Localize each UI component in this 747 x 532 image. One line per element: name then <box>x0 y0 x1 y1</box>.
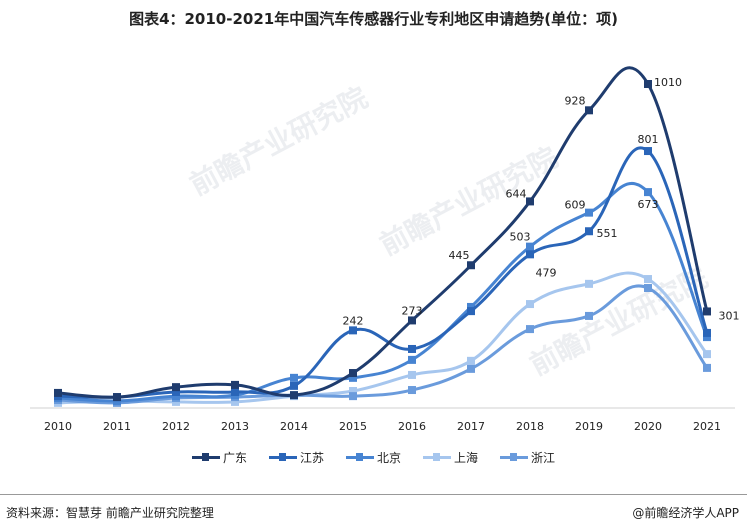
data-label: 801 <box>638 133 659 146</box>
data-label: 673 <box>638 198 659 211</box>
x-tick-label: 2014 <box>280 420 308 433</box>
data-point <box>644 188 652 197</box>
data-point <box>408 355 416 364</box>
data-point <box>526 197 534 206</box>
data-point <box>526 250 534 259</box>
data-point <box>585 279 593 288</box>
x-tick-label: 2021 <box>693 420 721 433</box>
divider <box>0 494 747 495</box>
data-point <box>54 388 62 397</box>
data-point <box>231 380 239 389</box>
data-point <box>703 363 711 372</box>
data-point <box>467 307 475 316</box>
data-point <box>585 208 593 217</box>
legend: 广东 江苏 北京 上海 浙江 <box>0 449 747 466</box>
data-point <box>408 316 416 325</box>
data-point <box>231 397 239 406</box>
data-point <box>644 147 652 156</box>
x-tick-label: 2010 <box>44 420 72 433</box>
x-tick-label: 2012 <box>162 420 190 433</box>
data-point <box>644 80 652 88</box>
data-point <box>467 364 475 373</box>
data-point <box>585 227 593 236</box>
data-point <box>585 311 593 320</box>
data-point <box>703 328 711 337</box>
legend-swatch <box>191 453 220 461</box>
data-point <box>349 326 357 335</box>
x-tick-label: 2020 <box>634 420 662 433</box>
data-label: 242 <box>343 314 364 327</box>
series-line-浙江 <box>57 284 709 405</box>
data-point <box>408 370 416 379</box>
series-line-广东 <box>57 66 709 399</box>
chart-title: 图表4：2010-2021年中国汽车传感器行业专利地区申请趋势(单位：项) <box>129 10 618 28</box>
data-label: 928 <box>565 94 586 107</box>
data-point <box>349 392 357 401</box>
x-tick-label: 2015 <box>339 420 367 433</box>
data-point <box>526 325 534 334</box>
data-point <box>349 386 357 395</box>
data-point <box>526 242 534 251</box>
x-tick-label: 2016 <box>398 420 426 433</box>
legend-label: 广东 <box>222 451 247 465</box>
data-point <box>703 307 711 316</box>
legend-swatch <box>268 453 297 461</box>
x-tick-label: 2013 <box>221 420 249 433</box>
legend-label: 北京 <box>376 451 401 465</box>
data-point <box>172 383 180 392</box>
data-point <box>231 387 239 396</box>
series-line-北京 <box>57 182 709 403</box>
x-tick-label: 2011 <box>103 420 131 433</box>
data-label: 503 <box>510 231 531 244</box>
data-point <box>644 284 652 293</box>
data-label: 445 <box>449 249 470 262</box>
data-point <box>408 386 416 395</box>
data-point <box>467 356 475 365</box>
data-point <box>113 393 121 402</box>
brand-credit: @前瞻经济学人APP <box>632 506 739 520</box>
legend-label: 上海 <box>454 451 479 465</box>
legend-label: 浙江 <box>531 451 556 465</box>
legend-item: 江苏 <box>268 449 324 466</box>
legend-item: 北京 <box>345 449 401 466</box>
data-point <box>644 275 652 284</box>
data-point <box>349 373 357 382</box>
data-point <box>290 373 298 382</box>
legend-label: 江苏 <box>299 451 324 465</box>
data-point <box>172 387 180 396</box>
series-line-江苏 <box>57 146 709 399</box>
data-label: 1010 <box>654 76 682 89</box>
data-label: 644 <box>506 187 527 200</box>
data-label: 301 <box>719 309 740 322</box>
legend-swatch <box>345 453 374 461</box>
data-label: 479 <box>536 266 557 279</box>
data-point <box>290 391 298 400</box>
data-point <box>585 106 593 115</box>
source-note: 资料来源：智慧芽 前瞻产业研究院整理 <box>6 506 214 520</box>
data-point <box>703 333 711 342</box>
x-tick-label: 2019 <box>575 420 603 433</box>
data-point <box>467 302 475 311</box>
data-point <box>408 344 416 353</box>
data-point <box>172 392 180 401</box>
data-point <box>290 381 298 390</box>
legend-item: 上海 <box>423 449 478 466</box>
data-point <box>467 261 475 270</box>
data-point <box>703 350 711 359</box>
line-chart: 2010 2011 2012 2013 2014 2015 2016 2017 2018 2019… <box>30 66 740 433</box>
x-tick-label: 2018 <box>516 420 544 433</box>
x-tick-label: 2017 <box>457 420 485 433</box>
legend-swatch <box>423 453 451 461</box>
data-point <box>349 369 357 378</box>
legend-item: 广东 <box>191 449 247 466</box>
data-point <box>526 300 534 309</box>
data-label: 551 <box>597 227 618 240</box>
legend-item: 浙江 <box>500 449 555 466</box>
data-label: 273 <box>402 304 423 317</box>
data-label: 609 <box>565 199 586 212</box>
legend-swatch <box>500 453 529 461</box>
